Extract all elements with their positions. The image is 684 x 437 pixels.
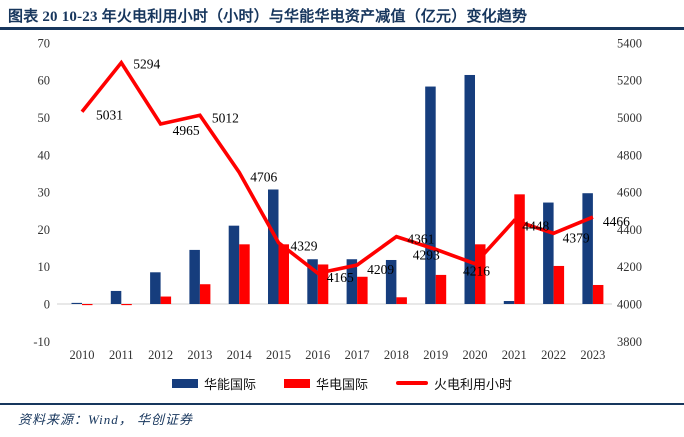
x-axis-label-2015: 2015: [266, 348, 291, 362]
bar-huadian-intl-2021: [514, 194, 525, 304]
right-axis-tick-3800: 3800: [617, 335, 642, 349]
bar-huadian-intl-2010: [82, 304, 93, 306]
bar-huaneng-intl-2023: [582, 193, 593, 304]
bar-huadian-intl-2013: [199, 284, 211, 304]
bar-huadian-intl-2019: [435, 274, 447, 304]
x-axis-label-2022: 2022: [541, 348, 566, 362]
line-data-label-2020: 4216: [463, 264, 490, 279]
line-data-label-2017: 4209: [367, 262, 394, 277]
right-axis-tick-4800: 4800: [617, 148, 642, 162]
line-data-label-2016: 4165: [327, 270, 354, 285]
legend-item-utilization-hours: 火电利用小时: [396, 374, 512, 393]
right-axis-tick-4000: 4000: [617, 298, 642, 312]
source-note: 资料来源：Wind， 华创证券: [18, 412, 193, 427]
x-axis-label-2023: 2023: [580, 348, 605, 362]
figure-title: 图表 20 10-23 年火电利用小时（小时）与华能华电资产减值（亿元）变化趋势: [8, 9, 528, 25]
bar-huaneng-intl-2019: [425, 86, 436, 304]
line-thermal-utilization-hours: [80, 59, 594, 276]
bar-huaneng-intl-2021: [503, 301, 515, 304]
bar-huaneng-intl-2015: [268, 189, 279, 304]
legend-item-huaneng: 华能国际: [171, 374, 256, 393]
line-data-label-2019: 4293: [413, 247, 440, 262]
x-axis-label-2012: 2012: [148, 348, 173, 362]
line-data-label-2018: 4361: [407, 232, 434, 247]
left-axis-tick-50: 50: [38, 111, 51, 125]
right-axis-tick-4600: 4600: [617, 186, 642, 200]
legend-label-huadian: 华电国际: [315, 376, 368, 392]
bar-huaneng-intl-2022: [543, 202, 554, 304]
x-axis-label-2021: 2021: [502, 348, 527, 362]
bar-huadian-intl-2020: [475, 244, 486, 304]
left-axis-tick-10: 10: [38, 260, 51, 274]
bar-huadian-intl-2018: [396, 297, 407, 304]
left-axis-tick-60: 60: [38, 74, 51, 88]
line-data-label-2014: 4706: [250, 169, 277, 184]
right-axis-tick-5000: 5000: [617, 111, 642, 125]
x-axis-label-2020: 2020: [463, 348, 488, 362]
bar-huaneng-intl-2012: [150, 272, 161, 304]
bar-huaneng-intl-2018: [385, 259, 397, 304]
line-data-label-2011: 5294: [133, 57, 160, 72]
footer-divider: [0, 403, 684, 405]
combo-chart: 706050403020100-105400520050004800460044…: [33, 36, 642, 362]
x-axis-label-2018: 2018: [384, 348, 409, 362]
legend-item-huadian: 华电国际: [283, 374, 368, 393]
line-data-label-2012: 4965: [173, 123, 200, 138]
x-axis-label-2014: 2014: [227, 348, 253, 362]
bar-huaneng-intl-2010: [71, 302, 82, 304]
chart-legend: 华能国际 华电国际 火电利用小时: [0, 374, 684, 392]
bar-huadian-intl-2017: [357, 276, 368, 304]
bar-huaneng-intl-2016: [307, 259, 318, 304]
left-axis-tick--10: -10: [33, 335, 50, 349]
right-axis-tick-4200: 4200: [617, 260, 642, 274]
left-axis-tick-40: 40: [38, 148, 51, 162]
line-data-label-2015: 4329: [291, 239, 318, 254]
bar-huaneng-intl-2011: [110, 290, 122, 304]
bar-huadian-intl-2022: [553, 265, 565, 304]
x-axis-label-2016: 2016: [305, 348, 330, 362]
bar-huadian-intl-2016: [317, 264, 329, 304]
huadian-bar-swatch-icon: [283, 378, 310, 388]
legend-label-utilization-hours: 火电利用小时: [434, 376, 513, 392]
bar-huaneng-intl-2013: [189, 249, 200, 304]
legend-label-huaneng: 华能国际: [203, 376, 256, 392]
bar-huadian-intl-2011: [121, 304, 132, 306]
title-divider: [0, 27, 684, 30]
bar-huadian-intl-2014: [239, 244, 250, 304]
left-axis-tick-30: 30: [38, 186, 51, 200]
bar-huadian-intl-2023: [592, 284, 604, 304]
right-axis-tick-5200: 5200: [617, 74, 642, 88]
x-axis-label-2011: 2011: [109, 348, 134, 362]
line-data-label-2010: 5031: [96, 108, 123, 123]
x-axis-label-2017: 2017: [345, 348, 370, 362]
right-axis-tick-5400: 5400: [617, 36, 642, 50]
x-axis-label-2013: 2013: [187, 348, 212, 362]
left-axis-tick-70: 70: [38, 36, 51, 50]
bar-huadian-intl-2015: [278, 244, 289, 304]
right-axis-tick-4400: 4400: [617, 223, 642, 237]
line-data-label-2023: 4466: [603, 214, 630, 229]
line-data-label-2022: 4379: [563, 230, 590, 245]
line-data-label-2013: 5012: [212, 110, 239, 125]
line-data-label-2021: 4448: [522, 218, 549, 233]
bar-huaneng-intl-2017: [346, 259, 358, 304]
bar-huadian-intl-2012: [160, 296, 172, 304]
left-axis-tick-0: 0: [44, 298, 50, 312]
bar-huaneng-intl-2020: [464, 74, 475, 304]
left-axis-tick-20: 20: [38, 223, 51, 237]
utilization-line-swatch-icon: [396, 381, 428, 385]
bar-huaneng-intl-2014: [228, 225, 240, 304]
huaneng-bar-swatch-icon: [171, 378, 198, 388]
x-axis-label-2019: 2019: [423, 348, 448, 362]
x-axis-label-2010: 2010: [70, 348, 95, 362]
